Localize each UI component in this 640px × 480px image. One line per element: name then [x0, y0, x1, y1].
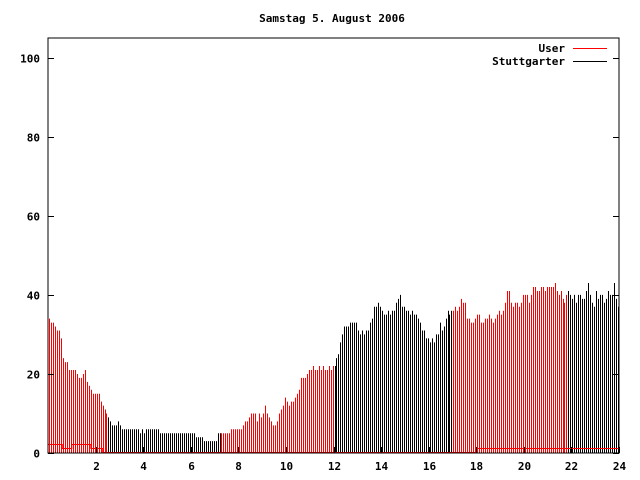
legend-label-stuttgarter: Stuttgarter [492, 55, 565, 68]
bars-group [49, 283, 619, 453]
x-tick-label: 8 [235, 460, 242, 473]
x-tick-label: 2 [93, 460, 100, 473]
y-tick-label: 0 [33, 448, 40, 461]
y-tick-label: 60 [27, 211, 40, 224]
y-axis: 0 20 40 60 80 100 [20, 53, 619, 461]
y-tick-label: 40 [27, 290, 40, 303]
x-tick-label: 22 [565, 460, 578, 473]
x-tick-label: 10 [280, 460, 293, 473]
x-tick-label: 12 [328, 460, 341, 473]
plot-border [47, 37, 620, 454]
chart-title: Samstag 5. August 2006 [259, 12, 405, 25]
x-tick-label: 14 [375, 460, 389, 473]
x-tick-label: 4 [140, 460, 147, 473]
x-tick-label: 24 [613, 460, 627, 473]
legend: User Stuttgarter [492, 42, 607, 68]
y-tick-label: 80 [27, 132, 40, 145]
x-axis: 2 4 6 8 10 12 14 16 18 20 22 24 [93, 447, 626, 473]
legend-label-user: User [539, 42, 566, 55]
x-tick-label: 16 [423, 460, 437, 473]
y-tick-label: 20 [27, 369, 40, 382]
x-tick-label: 18 [470, 460, 483, 473]
x-tick-label: 6 [188, 460, 195, 473]
x-tick-label: 20 [518, 460, 531, 473]
y-tick-label: 100 [20, 53, 40, 66]
